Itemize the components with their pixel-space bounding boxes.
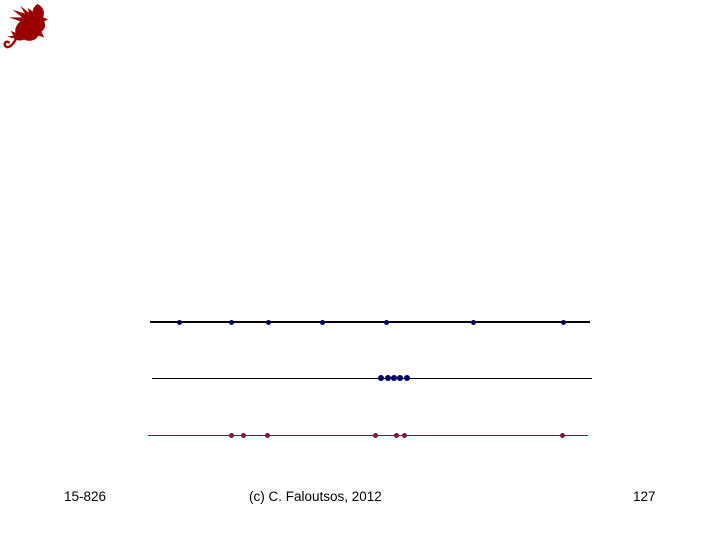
- data-point-middle: [385, 375, 391, 381]
- footer-page-number: 127: [633, 489, 656, 504]
- number-line-top: [150, 321, 590, 323]
- dragon-body: [6, 4, 49, 41]
- data-point-bottom: [393, 432, 399, 438]
- data-point-top: [383, 319, 389, 325]
- data-point-middle: [404, 375, 410, 381]
- data-point-top: [560, 319, 566, 325]
- footer-copyright: (c) C. Faloutsos, 2012: [249, 489, 382, 504]
- dragon-tail-swirl: [3, 36, 18, 49]
- data-point-top: [228, 319, 234, 325]
- data-point-top: [265, 319, 271, 325]
- data-point-middle: [397, 375, 403, 381]
- data-point-bottom: [228, 432, 234, 438]
- data-point-top: [319, 319, 325, 325]
- data-point-top: [176, 319, 182, 325]
- footer-course-number: 15-826: [64, 489, 107, 504]
- data-point-bottom: [240, 432, 246, 438]
- number-line-bottom: [148, 434, 588, 436]
- data-point-top: [470, 319, 476, 325]
- data-point-middle: [391, 375, 397, 381]
- data-point-bottom: [559, 432, 565, 438]
- data-point-middle: [378, 375, 384, 381]
- scs-dragon-logo: [3, 4, 49, 49]
- number-line-middle: [152, 377, 592, 379]
- data-point-bottom: [264, 432, 270, 438]
- data-point-bottom: [401, 432, 407, 438]
- data-point-bottom: [372, 432, 378, 438]
